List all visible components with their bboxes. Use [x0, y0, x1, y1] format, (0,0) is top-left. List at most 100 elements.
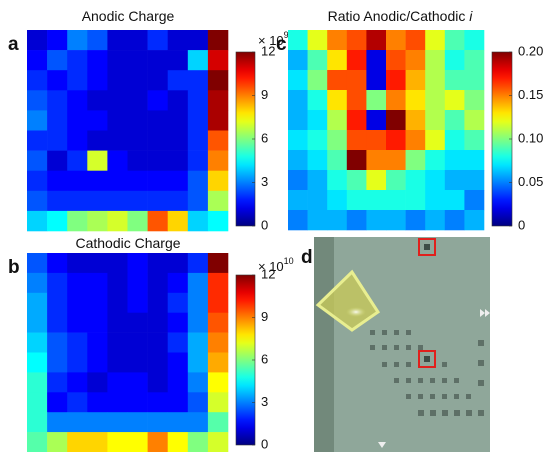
heatmap-cell — [127, 90, 148, 111]
heatmap-cell — [207, 312, 229, 333]
heatmap-cell — [187, 352, 209, 373]
heatmap-cell — [187, 392, 209, 413]
heatmap-cell — [107, 90, 128, 111]
heatmap-cell — [67, 332, 88, 353]
heatmap-cell — [127, 50, 148, 71]
heatmap-cell — [346, 190, 367, 211]
heatmap-cell — [127, 30, 148, 51]
heatmap-cell — [444, 90, 465, 111]
heatmap-cell — [67, 50, 88, 71]
title-text: Anodic Charge — [82, 8, 175, 24]
heatmap-cell — [127, 272, 148, 294]
heatmap-cell — [87, 90, 108, 111]
colorbar-tick-label: 6 — [261, 130, 268, 145]
heatmap-cell — [67, 372, 88, 393]
heatmap-cell — [27, 110, 48, 131]
heatmap-cell — [67, 292, 88, 313]
colorbar-tick-label: 0.15 — [518, 87, 543, 102]
heatmap-cell — [187, 90, 209, 111]
heatmap-cell — [47, 392, 68, 413]
heatmap-cell — [288, 210, 308, 231]
heatmap-cell — [207, 130, 229, 151]
heatmap-cell — [405, 110, 426, 131]
heatmap-cell — [67, 190, 88, 212]
heatmap-cell — [307, 90, 328, 111]
heatmap-cell — [107, 190, 128, 212]
heatmap-cell — [327, 110, 348, 131]
heatmap-cell — [87, 292, 108, 313]
heatmap-cell — [67, 110, 88, 131]
heatmap-cell — [67, 432, 88, 453]
heatmap-cell — [464, 70, 485, 91]
title-text: Cathodic Charge — [75, 235, 180, 251]
probe-tip — [346, 307, 366, 317]
heatmap-cell — [87, 150, 108, 171]
heatmap-cell — [346, 90, 367, 111]
heatmap-cell — [425, 90, 446, 111]
heatmap-cell — [47, 352, 68, 373]
colorbar-multiplier: × 109 — [258, 30, 289, 48]
heatmap-cell — [87, 210, 108, 232]
chart-title: Ratio Anodic/Cathodic i — [328, 8, 474, 24]
heatmap-cell — [67, 312, 88, 333]
colorbar-tick-label: 3 — [261, 394, 268, 409]
heatmap-cell — [67, 150, 88, 171]
heatmap-cell — [386, 30, 406, 51]
heatmap-cell — [405, 30, 426, 51]
heatmap-cell — [147, 50, 168, 71]
spot-array — [370, 330, 484, 416]
heatmap-cell — [207, 392, 229, 413]
heatmap-cell — [107, 110, 128, 131]
heatmap-cell — [47, 272, 68, 294]
heatmap-cell — [207, 292, 229, 313]
spot — [424, 244, 430, 250]
heatmap-cell — [67, 210, 88, 232]
heatmap-cell — [425, 110, 446, 131]
heatmap-cell — [107, 292, 128, 313]
heatmap-cell — [167, 253, 189, 274]
heatmap-cell — [47, 130, 68, 151]
heatmap-cell — [425, 50, 446, 71]
heatmap-cell — [47, 432, 68, 453]
heatmap-cell — [187, 190, 209, 212]
multiplier-exponent: 10 — [284, 256, 294, 266]
photo — [314, 237, 490, 452]
heatmap-cell — [464, 30, 485, 51]
heatmap-cell — [67, 90, 88, 111]
heatmap-cell — [107, 372, 128, 393]
heatmap-cell — [464, 150, 485, 171]
heatmap-cell — [288, 170, 308, 191]
heatmap-cell — [127, 432, 148, 453]
chart-title: Anodic Charge — [82, 8, 175, 24]
heatmap-cell — [27, 210, 48, 232]
heatmap-cell — [27, 50, 48, 71]
heatmap-cell — [386, 130, 406, 151]
heatmap-cell — [386, 210, 406, 231]
heatmap-cell — [47, 90, 68, 111]
heatmap-cell — [167, 70, 189, 91]
heatmap-cell — [27, 130, 48, 151]
heatmap-cell — [207, 50, 229, 71]
heatmap-cell — [207, 90, 229, 111]
heatmap-cell — [167, 272, 189, 294]
heatmap-cell — [67, 130, 88, 151]
heatmap-cell — [167, 110, 189, 131]
heatmap-cell — [405, 150, 426, 171]
heatmap-cell — [87, 110, 108, 131]
heatmap-cell — [27, 190, 48, 212]
heatmap-cell — [346, 130, 367, 151]
heatmap-cell — [67, 272, 88, 294]
heatmap-cell — [107, 332, 128, 353]
colorbar-tick-label: 12 — [261, 43, 275, 58]
heatmap-cell — [444, 150, 465, 171]
heatmap-cell — [147, 312, 168, 333]
chart-title: Cathodic Charge — [75, 235, 180, 251]
heatmap-cell — [27, 412, 48, 433]
heatmap-cell — [67, 392, 88, 413]
heatmap-cell — [327, 90, 348, 111]
heatmap-cell — [346, 170, 367, 191]
heatmap-cell — [346, 150, 367, 171]
heatmap-cell — [47, 332, 68, 353]
heatmap-cell — [147, 210, 168, 232]
heatmap-cell — [405, 50, 426, 71]
